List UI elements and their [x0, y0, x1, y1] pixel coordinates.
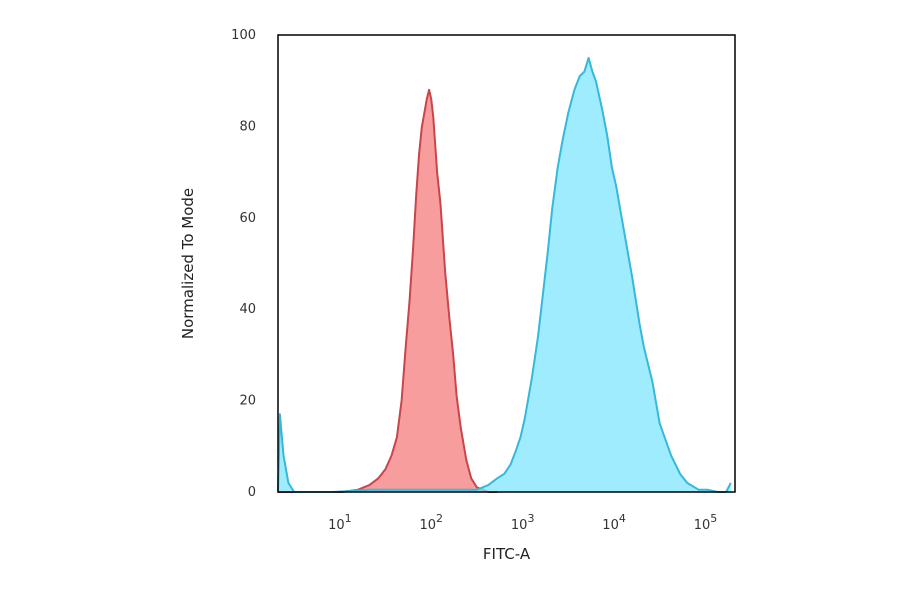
x-tick-label: 101	[328, 512, 352, 533]
series-1-line	[278, 88, 498, 493]
plot-frame	[277, 34, 736, 493]
y-tick-label: 0	[248, 485, 256, 500]
y-tick-label: 60	[239, 211, 256, 226]
series-1-area	[278, 89, 498, 493]
series-layer	[277, 56, 732, 493]
series-2-line	[277, 56, 732, 493]
x-axis-label: FITC-A	[483, 545, 531, 563]
y-tick-label: 100	[231, 28, 256, 43]
y-tick-label: 80	[239, 119, 256, 134]
y-tick-label: 40	[239, 302, 256, 317]
y-axis: 0 20 40 60 80 100	[231, 28, 256, 500]
x-tick-label: 104	[602, 512, 626, 533]
x-axis: 101 102 103 104 105	[328, 512, 717, 533]
y-tick-label: 20	[239, 394, 256, 409]
x-tick-label: 105	[694, 512, 718, 533]
x-tick-label: 102	[420, 512, 444, 533]
series-2-area	[278, 57, 731, 493]
x-tick-label: 103	[511, 512, 535, 533]
y-axis-label: Normalized To Mode	[179, 188, 197, 339]
